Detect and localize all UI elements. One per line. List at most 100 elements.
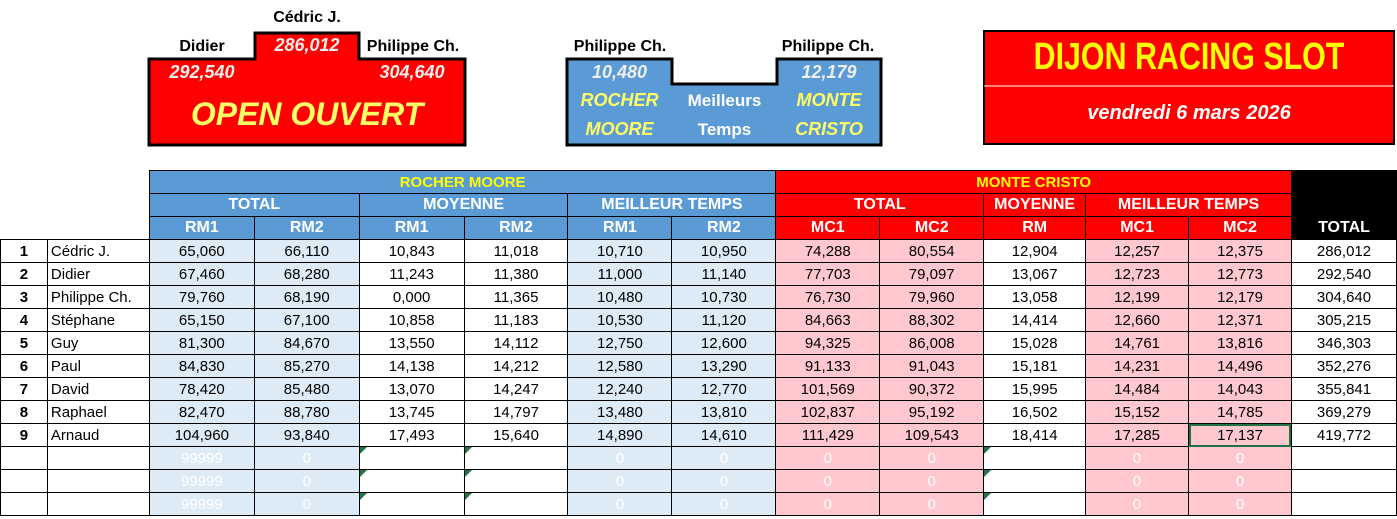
value-cell[interactable]: 12,773: [1188, 262, 1292, 286]
value-cell[interactable]: 14,797: [463, 400, 569, 424]
value-cell[interactable]: 11,380: [463, 262, 569, 286]
value-cell[interactable]: 14,496: [1188, 354, 1292, 378]
value-cell[interactable]: 10,858: [358, 308, 465, 332]
value-cell[interactable]: 0: [567, 492, 673, 516]
value-cell[interactable]: 12,660: [1085, 308, 1190, 332]
value-cell[interactable]: 369,279: [1290, 400, 1397, 424]
value-cell[interactable]: 84,830: [148, 354, 255, 378]
name-cell[interactable]: Cédric J.: [46, 239, 150, 263]
value-cell[interactable]: 79,097: [879, 262, 985, 286]
value-cell[interactable]: 14,212: [463, 354, 569, 378]
value-cell[interactable]: 13,816: [1188, 331, 1292, 355]
value-cell[interactable]: 0: [879, 446, 985, 470]
value-cell[interactable]: 13,745: [358, 400, 465, 424]
value-cell[interactable]: 419,772: [1290, 423, 1397, 447]
name-cell[interactable]: [46, 469, 150, 493]
value-cell[interactable]: 79,960: [879, 285, 985, 309]
value-cell[interactable]: 292,540: [1290, 262, 1397, 286]
value-cell[interactable]: 76,730: [775, 285, 881, 309]
value-cell[interactable]: 15,640: [463, 423, 569, 447]
value-cell[interactable]: 68,190: [253, 285, 360, 309]
value-cell[interactable]: 12,770: [671, 377, 777, 401]
value-cell[interactable]: 14,890: [567, 423, 673, 447]
value-cell[interactable]: 11,243: [358, 262, 465, 286]
value-cell[interactable]: 0,000: [358, 285, 465, 309]
value-cell[interactable]: 17,285: [1085, 423, 1190, 447]
value-cell[interactable]: 14,414: [983, 308, 1087, 332]
value-cell[interactable]: 12,375: [1188, 239, 1292, 263]
name-cell[interactable]: Guy: [46, 331, 150, 355]
value-cell[interactable]: 0: [567, 446, 673, 470]
rank-cell[interactable]: 3: [0, 285, 48, 309]
value-cell[interactable]: 78,420: [148, 377, 255, 401]
value-cell[interactable]: 15,152: [1085, 400, 1190, 424]
value-cell[interactable]: 104,960: [148, 423, 255, 447]
value-cell[interactable]: 12,750: [567, 331, 673, 355]
value-cell[interactable]: 102,837: [775, 400, 881, 424]
value-cell[interactable]: 13,058: [983, 285, 1087, 309]
value-cell[interactable]: 93,840: [253, 423, 360, 447]
value-cell[interactable]: 85,480: [253, 377, 360, 401]
value-cell[interactable]: 11,365: [463, 285, 569, 309]
value-cell[interactable]: 14,484: [1085, 377, 1190, 401]
value-cell[interactable]: 0: [879, 469, 985, 493]
value-cell[interactable]: 346,303: [1290, 331, 1397, 355]
name-cell[interactable]: Didier: [46, 262, 150, 286]
rank-cell[interactable]: [0, 446, 48, 470]
value-cell[interactable]: 10,950: [671, 239, 777, 263]
value-cell[interactable]: 13,810: [671, 400, 777, 424]
value-cell[interactable]: [983, 446, 1087, 470]
value-cell[interactable]: 11,183: [463, 308, 569, 332]
value-cell[interactable]: 10,843: [358, 239, 465, 263]
value-cell[interactable]: 14,231: [1085, 354, 1190, 378]
value-cell[interactable]: 12,580: [567, 354, 673, 378]
value-cell[interactable]: 14,043: [1188, 377, 1292, 401]
value-cell[interactable]: 17,493: [358, 423, 465, 447]
value-cell[interactable]: 91,043: [879, 354, 985, 378]
value-cell[interactable]: 65,060: [148, 239, 255, 263]
value-cell[interactable]: 15,181: [983, 354, 1087, 378]
name-cell[interactable]: [46, 492, 150, 516]
name-cell[interactable]: Raphael: [46, 400, 150, 424]
value-cell[interactable]: 12,257: [1085, 239, 1190, 263]
value-cell[interactable]: 0: [671, 492, 777, 516]
value-cell[interactable]: 0: [567, 469, 673, 493]
value-cell[interactable]: 355,841: [1290, 377, 1397, 401]
rank-cell[interactable]: 4: [0, 308, 48, 332]
value-cell[interactable]: 65,150: [148, 308, 255, 332]
value-cell[interactable]: 80,554: [879, 239, 985, 263]
name-cell[interactable]: Stéphane: [46, 308, 150, 332]
value-cell[interactable]: 0: [775, 492, 881, 516]
value-cell[interactable]: 10,480: [567, 285, 673, 309]
value-cell[interactable]: 15,995: [983, 377, 1087, 401]
value-cell[interactable]: 86,008: [879, 331, 985, 355]
value-cell[interactable]: 79,760: [148, 285, 255, 309]
value-cell[interactable]: 12,723: [1085, 262, 1190, 286]
value-cell[interactable]: 0: [1188, 492, 1292, 516]
rank-cell[interactable]: 7: [0, 377, 48, 401]
value-cell[interactable]: 286,012: [1290, 239, 1397, 263]
value-cell[interactable]: 17,137: [1188, 423, 1292, 447]
value-cell[interactable]: 10,730: [671, 285, 777, 309]
value-cell[interactable]: [983, 469, 1087, 493]
value-cell[interactable]: 99999: [148, 469, 255, 493]
value-cell[interactable]: 12,240: [567, 377, 673, 401]
value-cell[interactable]: 0: [1188, 446, 1292, 470]
value-cell[interactable]: 0: [879, 492, 985, 516]
value-cell[interactable]: 304,640: [1290, 285, 1397, 309]
value-cell[interactable]: [463, 492, 569, 516]
value-cell[interactable]: 90,372: [879, 377, 985, 401]
value-cell[interactable]: 10,530: [567, 308, 673, 332]
rank-cell[interactable]: 5: [0, 331, 48, 355]
value-cell[interactable]: 16,502: [983, 400, 1087, 424]
value-cell[interactable]: 67,460: [148, 262, 255, 286]
value-cell[interactable]: 12,179: [1188, 285, 1292, 309]
value-cell[interactable]: 0: [671, 469, 777, 493]
value-cell[interactable]: 66,110: [253, 239, 360, 263]
value-cell[interactable]: 12,199: [1085, 285, 1190, 309]
value-cell[interactable]: 14,761: [1085, 331, 1190, 355]
value-cell[interactable]: 13,067: [983, 262, 1087, 286]
value-cell[interactable]: 74,288: [775, 239, 881, 263]
value-cell[interactable]: [1290, 492, 1397, 516]
value-cell[interactable]: 305,215: [1290, 308, 1397, 332]
